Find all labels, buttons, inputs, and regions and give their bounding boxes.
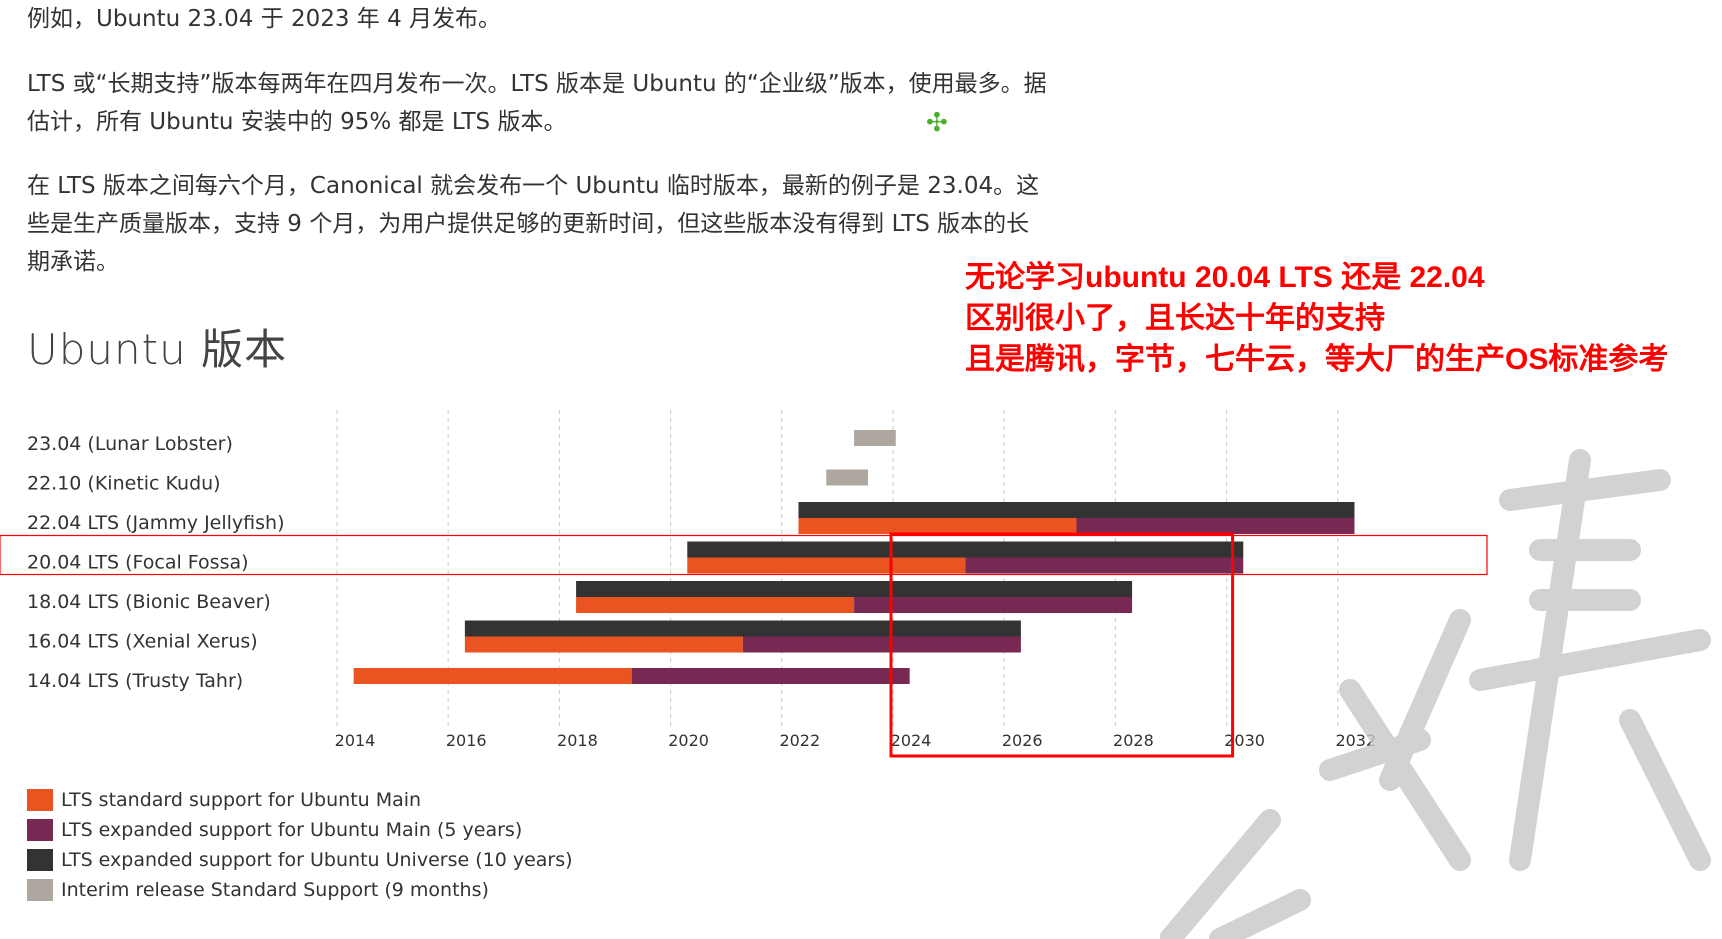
interim-paragraph: 在 LTS 版本之间每六个月，Canonical 就会发布一个 Ubuntu 临… [27,173,1040,275]
release-label: 20.04 LTS (Focal Fossa) [27,552,249,574]
legend-label-expanded-main: LTS expanded support for Ubuntu Main (5 … [61,819,523,841]
section-heading: Ubuntu 版本 [27,325,288,374]
bar-expanded-main [742,636,1021,653]
x-tick-label: 2024 [891,731,932,750]
bar-expanded-universe [798,502,1355,518]
x-tick-label: 2028 [1113,731,1154,750]
x-tick-label: 2014 [335,731,376,750]
legend-label-expanded-universe: LTS expanded support for Ubuntu Universe… [61,849,573,871]
intro-paragraph: 例如，Ubuntu 23.04 于 2023 年 4 月发布。 [27,6,502,32]
annotation-line-1: 无论学习ubuntu 20.04 LTS 还是 22.04 [965,261,1485,294]
bar-interim [826,469,868,486]
bar-standard [687,557,966,574]
highlight-range-box [889,532,1235,758]
release-label: 16.04 LTS (Xenial Xerus) [27,631,258,653]
legend-swatch-interim [27,879,53,901]
x-tick-label: 2030 [1224,731,1265,750]
legend-item-standard: LTS standard support for Ubuntu Main [27,785,573,815]
release-label: 22.04 LTS (Jammy Jellyfish) [27,512,284,534]
legend-label-interim: Interim release Standard Support (9 mont… [61,879,489,901]
bar-interim [854,430,896,446]
release-label: 22.10 (Kinetic Kudu) [27,473,221,495]
legend-item-interim: Interim release Standard Support (9 mont… [27,875,573,905]
bar-expanded-universe [576,581,1133,597]
chart-legend: LTS standard support for Ubuntu Main LTS… [27,785,573,905]
bar-standard [798,518,1077,534]
bar-expanded-main [631,668,910,684]
legend-swatch-standard [27,789,53,811]
release-label: 23.04 (Lunar Lobster) [27,433,233,455]
x-tick-label: 2018 [557,731,598,750]
highlight-row-box [0,534,1488,576]
legend-swatch-expanded-main [27,819,53,841]
legend-swatch-expanded-universe [27,849,53,871]
legend-label-standard: LTS standard support for Ubuntu Main [61,789,422,811]
annotation-line-3: 且是腾讯，字节，七牛云，等大厂的生产OS标准参考 [965,343,1669,376]
x-tick-label: 2016 [446,731,487,750]
annotation-note: 无论学习ubuntu 20.04 LTS 还是 22.04 区别很小了，且长达十… [965,257,1668,380]
x-tick-label: 2032 [1335,731,1376,750]
x-tick-label: 2022 [779,731,820,750]
annotation-line-2: 区别很小了，且长达十年的支持 [965,302,1385,335]
legend-item-expanded-universe: LTS expanded support for Ubuntu Universe… [27,845,573,875]
release-label: 18.04 LTS (Bionic Beaver) [27,591,271,613]
legend-item-expanded-main: LTS expanded support for Ubuntu Main (5 … [27,815,573,845]
bar-expanded-main [965,557,1244,574]
release-timeline-chart: 2014 2016 2018 2020 2022 2024 2026 2028 2030 2032… [0,410,1488,758]
x-tick-label: 2020 [668,731,709,750]
move-cursor-icon: ✣ [926,108,948,138]
bar-expanded-universe [687,541,1244,558]
x-tick-label: 2026 [1002,731,1043,750]
lts-paragraph: LTS 或“长期支持”版本每两年在四月发布一次。LTS 版本是 Ubuntu 的… [27,71,1047,135]
bar-standard [576,597,855,613]
bar-expanded-main [1076,518,1355,534]
bar-standard [464,636,743,653]
bar-standard [353,668,632,684]
bar-expanded-main [854,597,1133,613]
bar-expanded-universe [464,620,1021,637]
release-label: 14.04 LTS (Trusty Tahr) [27,670,243,692]
